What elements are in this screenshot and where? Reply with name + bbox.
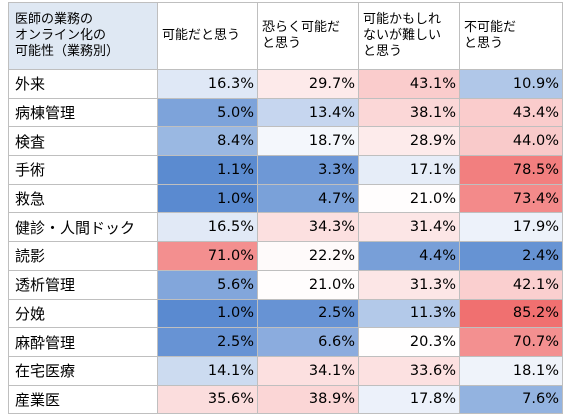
row-label: 健診・人間ドック — [8, 212, 158, 243]
heatmap-cell: 16.3% — [157, 69, 258, 99]
heatmap-cell: 73.4% — [459, 183, 563, 214]
heatmap-cell: 21.0% — [257, 269, 359, 300]
row-label: 外来 — [8, 69, 158, 99]
heatmap-cell: 78.5% — [459, 155, 563, 185]
heatmap-cell: 16.5% — [157, 212, 258, 243]
heatmap-cell: 11.3% — [358, 298, 460, 329]
heatmap-cell: 29.7% — [257, 69, 359, 99]
table-row: 分娩 1.0% 2.5% 11.3% 85.2% — [8, 298, 563, 329]
heatmap-cell: 2.4% — [459, 241, 563, 271]
heatmap-cell: 6.6% — [257, 327, 359, 357]
heatmap-cell: 13.4% — [257, 97, 359, 128]
table-row: 在宅医療 14.1% 34.1% 33.6% 18.1% — [8, 355, 563, 386]
heatmap-cell: 1.0% — [157, 183, 258, 214]
column-header-maybe-difficult: 可能かもしれ ないが難しい と思う — [358, 2, 460, 70]
table-row: 健診・人間ドック 16.5% 34.3% 31.4% 17.9% — [8, 212, 563, 243]
heatmap-cell: 34.1% — [257, 355, 359, 386]
heatmap-cell: 8.4% — [157, 126, 258, 157]
heatmap-cell: 42.1% — [459, 269, 563, 300]
heatmap-cell: 4.7% — [257, 183, 359, 214]
heatmap-cell: 5.0% — [157, 97, 258, 128]
column-header-probably-possible: 恐らく可能だ と思う — [257, 2, 359, 70]
heatmap-cell: 2.5% — [257, 298, 359, 329]
heatmap-cell: 18.7% — [257, 126, 359, 157]
heatmap-cell: 70.7% — [459, 327, 563, 357]
heatmap-cell: 44.0% — [459, 126, 563, 157]
heatmap-cell: 35.6% — [157, 384, 258, 414]
table-row: 手術 1.1% 3.3% 17.1% 78.5% — [8, 155, 563, 185]
heatmap-cell: 4.4% — [358, 241, 460, 271]
heatmap-cell: 38.1% — [358, 97, 460, 128]
row-label: 読影 — [8, 241, 158, 271]
heatmap-cell: 20.3% — [358, 327, 460, 357]
heatmap-cell: 17.8% — [358, 384, 460, 414]
column-header-impossible: 不可能だ と思う — [459, 2, 563, 70]
heatmap-cell: 31.4% — [358, 212, 460, 243]
table-row: 麻酔管理 2.5% 6.6% 20.3% 70.7% — [8, 327, 563, 357]
header-row: 医師の業務の オンライン化の 可能性（業務別） 可能だと思う 恐らく可能だ と思… — [8, 2, 563, 70]
row-label: 手術 — [8, 155, 158, 185]
heatmap-cell: 2.5% — [157, 327, 258, 357]
heatmap-cell: 38.9% — [257, 384, 359, 414]
heatmap-cell: 43.1% — [358, 69, 460, 99]
heatmap-cell: 1.0% — [157, 298, 258, 329]
row-label: 麻酔管理 — [8, 327, 158, 357]
heatmap-cell: 85.2% — [459, 298, 563, 329]
table-row: 外来 16.3% 29.7% 43.1% 10.9% — [8, 69, 563, 99]
row-label: 病棟管理 — [8, 97, 158, 128]
table-row: 病棟管理 5.0% 13.4% 38.1% 43.4% — [8, 97, 563, 128]
heatmap-cell: 17.9% — [459, 212, 563, 243]
row-label: 分娩 — [8, 298, 158, 329]
heatmap-cell: 3.3% — [257, 155, 359, 185]
heatmap-cell: 71.0% — [157, 241, 258, 271]
heatmap-cell: 10.9% — [459, 69, 563, 99]
corner-header: 医師の業務の オンライン化の 可能性（業務別） — [8, 2, 158, 70]
heatmap-cell: 34.3% — [257, 212, 359, 243]
heatmap-cell: 14.1% — [157, 355, 258, 386]
column-header-possible: 可能だと思う — [157, 2, 258, 70]
heatmap-cell: 17.1% — [358, 155, 460, 185]
heatmap-cell: 33.6% — [358, 355, 460, 386]
heatmap-cell: 18.1% — [459, 355, 563, 386]
row-label: 救急 — [8, 183, 158, 214]
table-row: 検査 8.4% 18.7% 28.9% 44.0% — [8, 126, 563, 157]
heatmap-cell: 22.2% — [257, 241, 359, 271]
table-row: 産業医 35.6% 38.9% 17.8% 7.6% — [8, 384, 563, 414]
table-body: 外来 16.3% 29.7% 43.1% 10.9% 病棟管理 5.0% 13.4% 38.1%… — [8, 69, 563, 414]
table-row: 読影 71.0% 22.2% 4.4% 2.4% — [8, 241, 563, 271]
row-label: 在宅医療 — [8, 355, 158, 386]
row-label: 産業医 — [8, 384, 158, 414]
table-row: 透析管理 5.6% 21.0% 31.3% 42.1% — [8, 269, 563, 300]
row-label: 検査 — [8, 126, 158, 157]
heatmap-cell: 21.0% — [358, 183, 460, 214]
heatmap-cell: 43.4% — [459, 97, 563, 128]
table-row: 救急 1.0% 4.7% 21.0% 73.4% — [8, 183, 563, 214]
heatmap-cell: 7.6% — [459, 384, 563, 414]
row-label: 透析管理 — [8, 269, 158, 300]
heatmap-table: 医師の業務の オンライン化の 可能性（業務別） 可能だと思う 恐らく可能だ と思… — [8, 2, 563, 414]
heatmap-table-container: 医師の業務の オンライン化の 可能性（業務別） 可能だと思う 恐らく可能だ と思… — [8, 2, 563, 414]
heatmap-cell: 5.6% — [157, 269, 258, 300]
heatmap-cell: 1.1% — [157, 155, 258, 185]
heatmap-cell: 31.3% — [358, 269, 460, 300]
heatmap-cell: 28.9% — [358, 126, 460, 157]
